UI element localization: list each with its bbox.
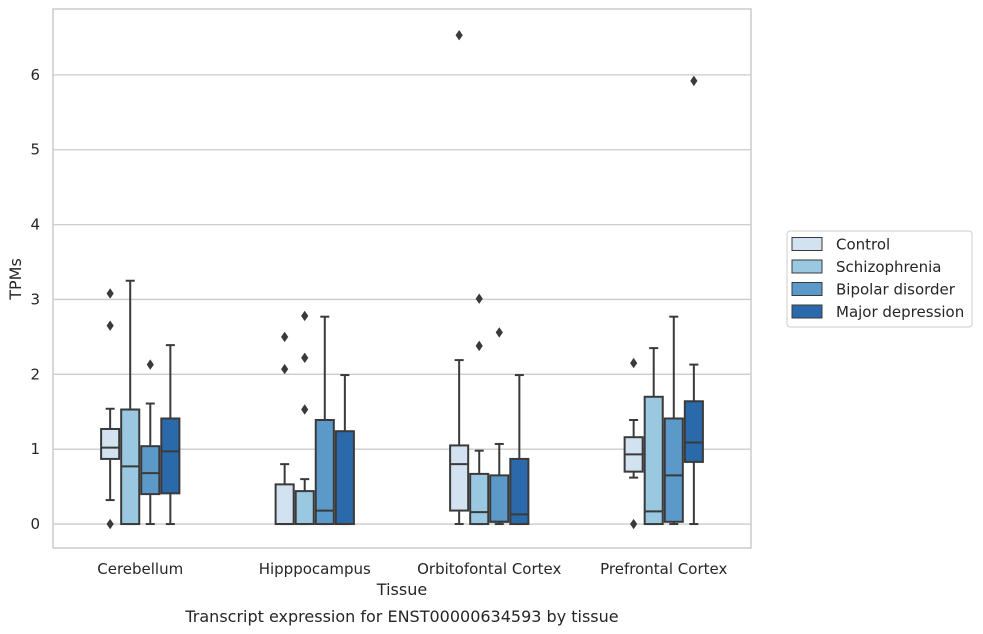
outlier-point xyxy=(475,293,483,304)
legend-label: Bipolar disorder xyxy=(836,281,956,299)
box-bipolar-disorder xyxy=(663,315,684,526)
box-iqr xyxy=(274,483,295,526)
y-tick-label: 6 xyxy=(30,66,40,84)
box-control xyxy=(274,331,295,526)
y-tick-label: 0 xyxy=(30,515,40,533)
box-iqr xyxy=(334,430,355,526)
outlier-point xyxy=(455,30,463,41)
box-major-depression xyxy=(160,344,181,526)
box-iqr xyxy=(160,417,181,495)
y-tick-label: 2 xyxy=(30,365,40,383)
y-axis-label: TPMs xyxy=(6,258,25,301)
outlier-point xyxy=(106,518,114,530)
legend-swatch xyxy=(791,237,823,251)
box-control xyxy=(449,30,470,526)
boxes xyxy=(100,30,704,530)
box-iqr xyxy=(100,427,121,460)
x-tick-labels: Cerebellum Hipppocampus Orbitofontal Corte… xyxy=(97,560,727,578)
outlier-point xyxy=(281,363,289,375)
outlier-point xyxy=(690,75,698,87)
outlier-point xyxy=(106,320,114,331)
outlier-point xyxy=(495,327,503,338)
outlier-point xyxy=(301,310,309,322)
y-tick-label: 1 xyxy=(30,440,40,458)
box-iqr xyxy=(314,418,335,526)
outlier-point xyxy=(106,288,114,299)
legend-swatch xyxy=(791,282,823,296)
outlier-point xyxy=(630,357,638,369)
box-iqr xyxy=(663,417,684,523)
plot-frame xyxy=(52,8,752,549)
box-control xyxy=(623,357,644,530)
box-iqr xyxy=(469,472,490,526)
y-tick-label: 3 xyxy=(30,290,40,308)
box-control xyxy=(100,288,121,530)
box-iqr xyxy=(449,444,470,512)
box-iqr xyxy=(294,490,315,526)
legend-label: Schizophrenia xyxy=(836,258,941,276)
legend-swatch xyxy=(791,259,823,274)
box-iqr xyxy=(489,474,510,523)
legend-frame xyxy=(786,230,973,328)
outlier-point xyxy=(630,518,638,530)
box-bipolar-disorder xyxy=(489,327,510,526)
box-bipolar-disorder xyxy=(140,359,161,526)
box-major-depression xyxy=(509,374,530,526)
box-major-depression xyxy=(683,75,704,526)
y-tick-label: 5 xyxy=(30,141,40,159)
x-tick-label: Prefrontal Cortex xyxy=(600,560,727,578)
box-iqr xyxy=(509,457,530,526)
box-schizophrenia xyxy=(120,279,141,526)
box-iqr xyxy=(643,395,664,526)
legend: Control Schizophrenia Bipolar disorder Majo… xyxy=(786,230,973,328)
x-tick-label: Orbitofontal Cortex xyxy=(417,560,561,578)
x-axis-label: Tissue xyxy=(376,580,427,599)
legend-label: Major depression xyxy=(836,303,964,321)
box-iqr xyxy=(683,400,704,463)
x-tick-label: Cerebellum xyxy=(97,560,183,578)
outlier-point xyxy=(301,404,309,415)
x-tick-label: Hipppocampus xyxy=(259,560,371,578)
box-schizophrenia xyxy=(294,310,315,526)
outlier-point xyxy=(301,352,309,364)
legend-swatch xyxy=(791,304,823,319)
outlier-point xyxy=(281,331,289,343)
box-major-depression xyxy=(334,374,355,526)
legend-label: Control xyxy=(836,236,890,254)
box-schizophrenia xyxy=(643,347,664,526)
y-tick-labels: 0 1 2 3 4 5 6 xyxy=(30,66,40,533)
outlier-point xyxy=(146,359,154,370)
y-tick-label: 4 xyxy=(30,216,40,234)
box-schizophrenia xyxy=(469,293,490,526)
box-iqr xyxy=(140,445,161,496)
box-bipolar-disorder xyxy=(314,315,335,526)
outlier-point xyxy=(475,340,483,352)
chart-caption: Transcript expression for ENST0000063459… xyxy=(184,607,618,626)
